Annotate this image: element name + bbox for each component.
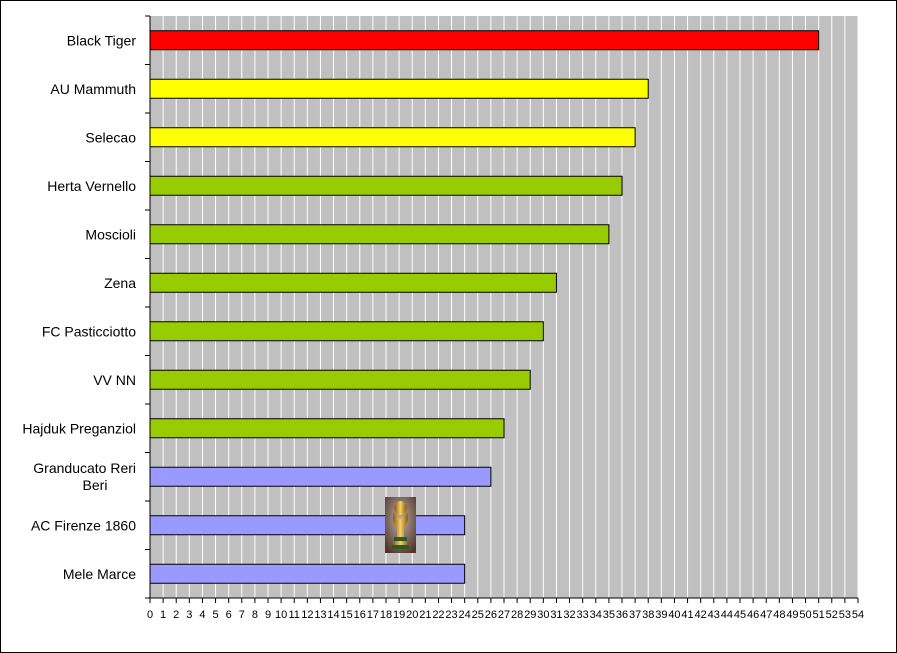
x-tick-label: 5 <box>212 609 218 621</box>
x-tick-label: 30 <box>537 609 549 621</box>
x-tick-label: 31 <box>550 609 562 621</box>
trophy-icon <box>385 497 416 553</box>
x-tick-label: 32 <box>563 609 575 621</box>
bar <box>149 321 544 342</box>
bar <box>149 272 557 293</box>
x-tick-label: 11 <box>289 609 300 621</box>
grid-lines <box>162 16 859 598</box>
x-tick-label: 37 <box>629 609 641 621</box>
x-tick-label: 42 <box>695 609 707 621</box>
x-tick-label: 13 <box>314 609 326 621</box>
x-tick-label: 53 <box>839 609 851 621</box>
x-tick-label: 10 <box>275 609 287 621</box>
bar <box>149 466 492 487</box>
x-tick-label: 27 <box>498 609 510 621</box>
x-tick-label: 50 <box>799 609 811 621</box>
x-tick-label: 24 <box>459 609 471 621</box>
x-tick-label: 43 <box>708 609 720 621</box>
x-tick-label: 36 <box>616 609 628 621</box>
x-tick-label: 23 <box>445 609 457 621</box>
x-tick-label: 7 <box>239 609 245 621</box>
x-tick-label: 40 <box>668 609 680 621</box>
x-tick-label: 45 <box>734 609 746 621</box>
bar <box>149 563 466 584</box>
x-tick-label: 38 <box>642 609 654 621</box>
x-tick-label: 47 <box>760 609 772 621</box>
category-label: Zena <box>104 275 136 291</box>
category-label: AU Mammuth <box>50 81 136 97</box>
bar <box>149 224 610 245</box>
x-tick-label: 35 <box>603 609 615 621</box>
x-tick-label: 4 <box>199 609 205 621</box>
category-label: Herta Vernello <box>47 178 136 194</box>
bars <box>149 30 820 584</box>
x-tick-label: 34 <box>590 609 602 621</box>
x-tick-label: 18 <box>380 609 392 621</box>
x-tick-label: 8 <box>252 609 258 621</box>
category-label: Moscioli <box>85 226 136 242</box>
category-label: Selecao <box>85 129 136 145</box>
x-tick-label: 26 <box>485 609 497 621</box>
x-tick-label: 44 <box>721 609 733 621</box>
x-tick-label: 46 <box>747 609 759 621</box>
category-label: Hajduk Preganziol <box>22 420 136 436</box>
bar <box>149 369 531 390</box>
x-tick-label: 15 <box>341 609 353 621</box>
x-tick-label: 19 <box>393 609 405 621</box>
x-tick-label: 54 <box>852 609 864 621</box>
x-tick-label: 17 <box>367 609 379 621</box>
x-tick-label: 1 <box>160 609 166 621</box>
category-label: VV NN <box>93 372 136 388</box>
x-tick-label: 2 <box>173 609 179 621</box>
category-label: AC Firenze 1860 <box>31 517 136 533</box>
x-tick-label: 20 <box>406 609 418 621</box>
x-tick-label: 49 <box>786 609 798 621</box>
x-tick-label: 41 <box>681 609 693 621</box>
category-label: Black Tiger <box>67 32 137 48</box>
x-tick-label: 16 <box>354 609 366 621</box>
bar <box>149 515 466 536</box>
bar <box>149 175 623 196</box>
x-tick-label: 33 <box>577 609 589 621</box>
x-tick-label: 48 <box>773 609 785 621</box>
axes <box>145 15 859 603</box>
x-tick-label: 25 <box>472 609 484 621</box>
x-tick-label: 3 <box>186 609 192 621</box>
x-tick-label: 51 <box>813 609 825 621</box>
x-tick-label: 6 <box>226 609 232 621</box>
bar <box>149 127 636 148</box>
x-tick-label: 12 <box>301 609 313 621</box>
bar <box>149 418 505 439</box>
category-label: Mele Marce <box>63 566 136 582</box>
category-label: FC Pasticciotto <box>42 323 136 339</box>
x-tick-label: 0 <box>147 609 153 621</box>
x-tick-label: 21 <box>419 609 431 621</box>
x-tick-label: 14 <box>327 609 339 621</box>
bar <box>149 30 820 51</box>
x-tick-label: 52 <box>826 609 838 621</box>
x-tick-label: 9 <box>265 609 271 621</box>
category-label: Granducato Reri Beri <box>33 460 136 493</box>
x-tick-label: 29 <box>524 609 536 621</box>
bar <box>149 78 649 99</box>
x-tick-label: 39 <box>655 609 667 621</box>
x-tick-label: 22 <box>432 609 444 621</box>
x-tick-label: 28 <box>511 609 523 621</box>
tick-labels: 0 1 2 3 4 5 6 7 8 9 10 11 12 13 14 15 16 17 18 19 20 21 22 23 24… <box>147 609 864 621</box>
category-labels: Black Tiger AU Mammuth Selecao Herta Vernel… <box>22 32 136 582</box>
